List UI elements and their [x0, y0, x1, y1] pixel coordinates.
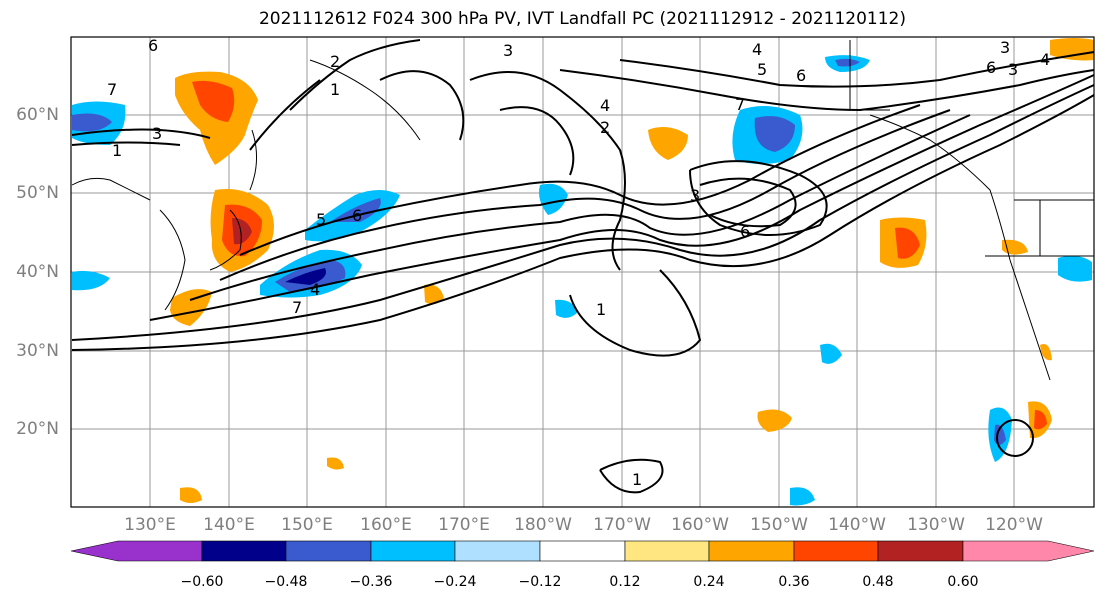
- lon-label: 130°W: [907, 515, 965, 535]
- lon-label: 180°W: [514, 515, 572, 535]
- contour-label: 7: [107, 80, 118, 99]
- lon-label: 170°W: [593, 515, 651, 535]
- colorbar-bin: [454, 540, 541, 562]
- lon-label: 140°W: [828, 515, 886, 535]
- contour-label: 4: [1040, 50, 1051, 69]
- colorbar-bin: [708, 540, 795, 562]
- colorbar-bin: [70, 540, 203, 562]
- lon-label: 140°E: [203, 515, 255, 535]
- colorbar-bin: [370, 540, 456, 562]
- colorbar-tick-label: 0.12: [609, 574, 641, 590]
- map-frame: [70, 36, 1095, 508]
- colorbar-tick-label: 0.60: [947, 574, 979, 590]
- contour-label: 3: [152, 124, 163, 143]
- contour-label: 6: [986, 58, 997, 77]
- contour-label: 4: [752, 40, 763, 59]
- colorbar-bin: [877, 540, 964, 562]
- contour-label: 4: [310, 280, 321, 299]
- colorbar-tick-label: 0.24: [693, 574, 725, 590]
- contour-label: 1: [596, 300, 607, 319]
- contour-label: 1: [112, 141, 123, 160]
- colorbar-bin: [962, 540, 1095, 562]
- colorbar-tick-label: 0.48: [862, 574, 894, 590]
- contour-label: 6: [796, 66, 807, 85]
- colorbar-tick-label: −0.48: [264, 574, 308, 590]
- contour-label: 5: [316, 210, 327, 229]
- ivt-shading: [72, 38, 1094, 506]
- contour-label: 3: [503, 41, 514, 60]
- colorbar-bin: [201, 540, 287, 562]
- lat-label: 50°N: [16, 183, 59, 203]
- lon-label: 150°W: [750, 515, 808, 535]
- lat-label: 30°N: [16, 341, 59, 361]
- coastlines: [71, 40, 1094, 381]
- lon-label: 150°E: [281, 515, 333, 535]
- colorbar-tick-label: −0.12: [518, 574, 562, 590]
- contour-label: 3: [690, 186, 701, 205]
- contour-label: 1: [330, 80, 341, 99]
- lon-label: 130°E: [124, 515, 176, 535]
- colorbar-bin: [285, 540, 372, 562]
- colorbar-tick-label: −0.36: [349, 574, 393, 590]
- contour-label: 2: [600, 118, 611, 137]
- colorbar-tick-label: −0.24: [433, 574, 477, 590]
- lon-label: 170°E: [438, 515, 490, 535]
- contour-label: 3: [1008, 60, 1019, 79]
- contour-label: 3: [1000, 38, 1011, 57]
- lat-label: 60°N: [16, 105, 59, 125]
- lon-label: 120°W: [985, 515, 1043, 535]
- contour-label: 5: [757, 60, 768, 79]
- lat-label: 20°N: [16, 419, 59, 439]
- chart-title: 2021112612 F024 300 hPa PV, IVT Landfall…: [258, 9, 906, 29]
- colorbar-tick-label: 0.36: [778, 574, 810, 590]
- lat-label: 40°N: [16, 262, 59, 282]
- contour-label: 4: [600, 96, 611, 115]
- colorbar-tick-label: −0.60: [180, 574, 224, 590]
- contour-label: 6: [352, 206, 363, 225]
- contour-label: 6: [148, 36, 159, 55]
- contour-label: 7: [292, 298, 303, 317]
- contour-label: 2: [330, 52, 341, 71]
- colorbar-bin: [793, 540, 879, 562]
- colorbar-bin: [624, 540, 710, 562]
- lon-label: 160°E: [360, 515, 412, 535]
- pv-contours: [71, 39, 1095, 494]
- colorbar-bin: [539, 540, 626, 562]
- contour-label: 6: [740, 222, 751, 241]
- lon-label: 160°W: [671, 515, 729, 535]
- contour-label: 1: [632, 470, 643, 489]
- contour-label: 7: [735, 95, 746, 114]
